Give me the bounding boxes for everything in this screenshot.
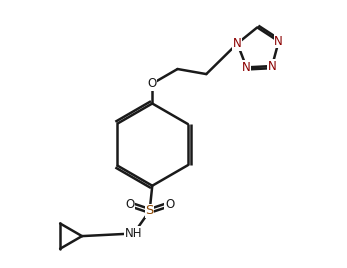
Text: O: O bbox=[148, 77, 157, 90]
Text: N: N bbox=[242, 61, 251, 74]
Text: N: N bbox=[233, 37, 242, 50]
Text: N: N bbox=[268, 59, 277, 73]
Text: S: S bbox=[145, 204, 154, 217]
Text: O: O bbox=[165, 198, 174, 211]
Text: N: N bbox=[274, 35, 283, 48]
Text: NH: NH bbox=[125, 227, 143, 240]
Text: O: O bbox=[125, 198, 134, 211]
